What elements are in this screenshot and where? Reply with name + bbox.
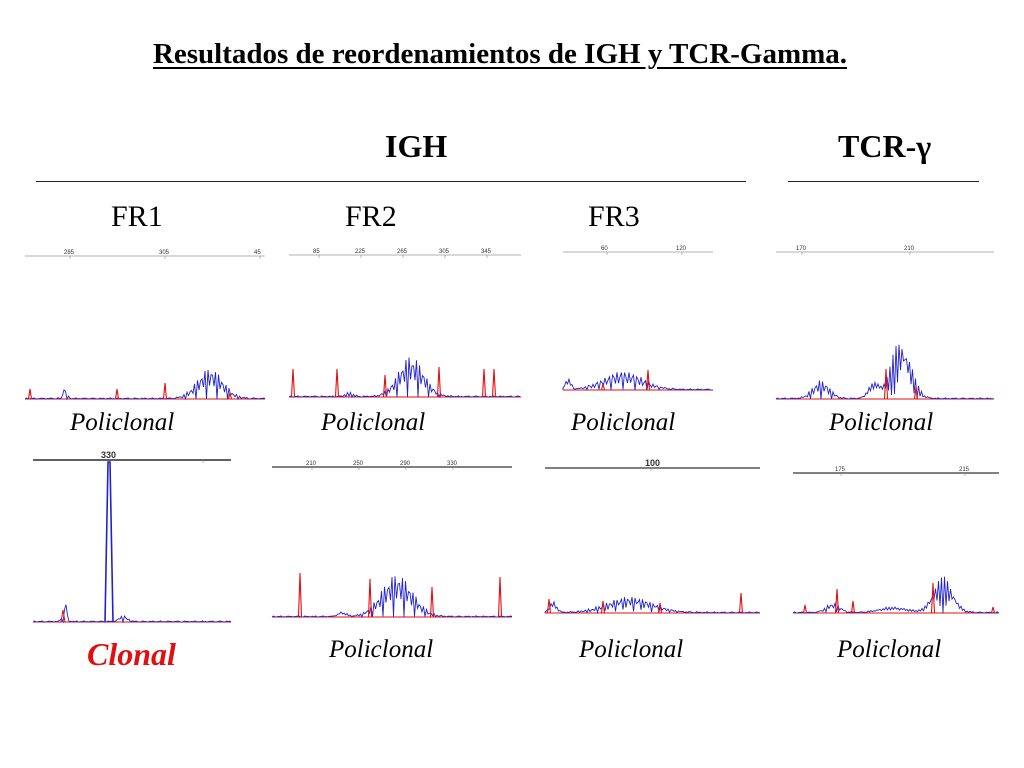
electropherogram-fr1-bottom: 330 — [32, 450, 232, 624]
electropherogram-fr3-top: 60 120 — [562, 246, 714, 391]
electropherogram-fr3-bottom: 100 — [544, 458, 760, 615]
size-marker-label: 215 — [959, 467, 970, 473]
size-marker-label: 225 — [355, 249, 366, 255]
size-marker-label: 305 — [159, 250, 170, 256]
status-fr2-top: Policlonal — [321, 409, 426, 436]
electropherogram-fr2-top: 85 225 265 305 345 — [288, 249, 521, 399]
size-marker-label: 45 — [254, 250, 261, 256]
size-marker-label: 210 — [904, 246, 915, 252]
size-marker-label: 330 — [101, 450, 116, 460]
status-fr1-bottom: Clonal — [87, 636, 176, 672]
tcr-divider — [788, 181, 979, 182]
electropherogram-tcr-bottom: 175 215 — [792, 467, 999, 614]
size-marker-label: 265 — [397, 249, 408, 255]
status-tcr-top: Policlonal — [829, 409, 934, 436]
status-fr3-top: Policlonal — [571, 409, 676, 436]
size-marker-label: 85 — [313, 249, 320, 255]
size-marker-label: 285 — [64, 250, 75, 256]
igh-heading: IGH — [385, 128, 448, 164]
size-marker-label: 120 — [676, 246, 687, 252]
size-marker-label: 210 — [306, 461, 317, 467]
status-fr2-bottom: Policlonal — [329, 636, 434, 663]
column-label-fr3: FR3 — [588, 200, 640, 233]
status-fr1-top: Policlonal — [70, 409, 175, 436]
status-tcr-bottom: Policlonal — [837, 636, 942, 663]
size-marker-label: 330 — [447, 461, 458, 467]
size-marker-label: 305 — [439, 249, 450, 255]
size-marker-label: 60 — [601, 246, 608, 252]
status-fr3-bottom: Policlonal — [579, 636, 684, 663]
electropherogram-tcr-top: 170 210 — [775, 246, 994, 400]
igh-divider — [36, 181, 746, 182]
size-marker-label: 170 — [796, 246, 807, 252]
size-marker-label: 290 — [400, 461, 411, 467]
column-label-fr1: FR1 — [111, 200, 163, 233]
tcr-gamma-heading: TCR-γ — [838, 128, 932, 164]
slide-title: Resultados de reordenamientos de IGH y T… — [152, 38, 848, 70]
size-marker-label: 345 — [481, 249, 492, 255]
electropherogram-fr1-top: 285 305 45 — [24, 250, 266, 401]
column-label-fr2: FR2 — [345, 200, 397, 233]
size-marker-label: 100 — [645, 458, 660, 468]
electropherogram-fr2-bottom: 210 250 290 330 — [271, 461, 513, 618]
size-marker-label: 175 — [835, 467, 846, 473]
size-marker-label: 250 — [353, 461, 364, 467]
